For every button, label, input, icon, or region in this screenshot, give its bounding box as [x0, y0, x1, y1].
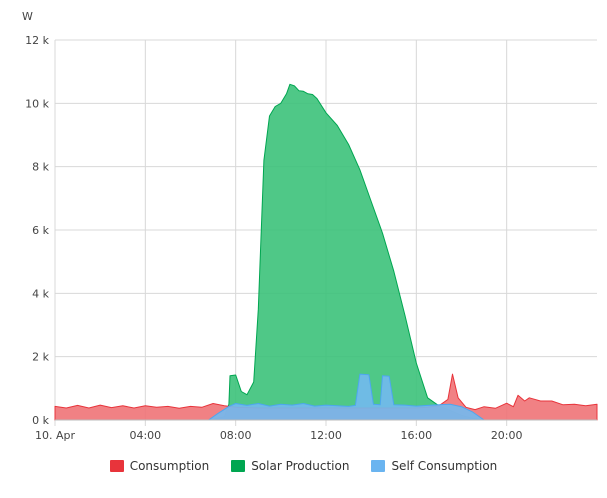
- series-area-self-consumption[interactable]: [208, 373, 485, 421]
- chart-legend: Consumption Solar Production Self Consumpt…: [0, 459, 607, 473]
- legend-swatch: [231, 460, 246, 472]
- y-tick-label: 12 k: [25, 34, 49, 47]
- chart-series: [54, 83, 598, 421]
- legend-label: Self Consumption: [391, 459, 498, 473]
- y-tick-label: 2 k: [32, 351, 49, 364]
- y-tick-label: 10 k: [25, 97, 49, 110]
- x-tick-label: 12:00: [310, 429, 342, 442]
- legend-item-solar-production[interactable]: Solar Production: [231, 459, 349, 473]
- x-tick-label: 20:00: [491, 429, 523, 442]
- power-chart: W 0 k 2 k 4 k 6 k 8 k 10 k 12 k 10. Apr 04:00 08:…: [22, 10, 598, 442]
- legend-swatch: [371, 460, 386, 472]
- y-tick-label: 6 k: [32, 224, 49, 237]
- series-area-solar-production[interactable]: [208, 83, 485, 421]
- legend-label: Consumption: [129, 459, 210, 473]
- legend-item-self-consumption[interactable]: Self Consumption: [371, 459, 497, 473]
- x-tick-label: 16:00: [400, 429, 432, 442]
- y-tick-label: 0 k: [32, 414, 49, 427]
- y-tick-label: 4 k: [32, 287, 49, 300]
- legend-swatch: [109, 460, 124, 472]
- legend-item-consumption[interactable]: Consumption: [109, 459, 210, 473]
- x-tick-label: 10. Apr: [35, 429, 75, 442]
- y-tick-label: 8 k: [32, 161, 49, 174]
- y-axis-unit-label: W: [22, 10, 33, 23]
- x-tick-label: 08:00: [220, 429, 252, 442]
- x-tick-label: 04:00: [129, 429, 161, 442]
- chart-axes: 0 k 2 k 4 k 6 k 8 k 10 k 12 k 10. Apr 04:00 08:00…: [25, 34, 597, 442]
- legend-label: Solar Production: [251, 459, 350, 473]
